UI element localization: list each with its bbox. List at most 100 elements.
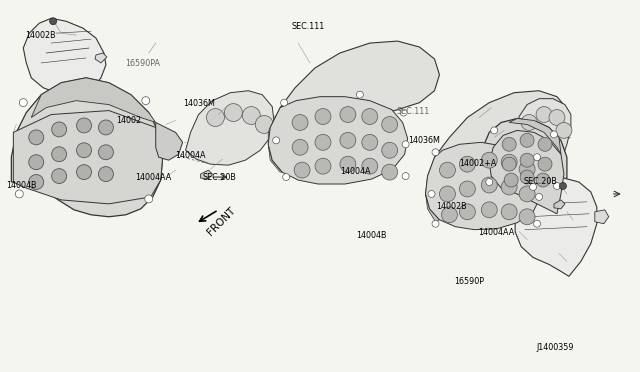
Text: SEC.20B: SEC.20B <box>202 173 236 182</box>
Circle shape <box>381 116 397 132</box>
Text: 14002B: 14002B <box>26 31 56 40</box>
Text: SEC.111: SEC.111 <box>291 22 324 31</box>
Circle shape <box>491 127 498 134</box>
Text: 14004AA: 14004AA <box>135 173 172 182</box>
Circle shape <box>559 183 566 189</box>
Circle shape <box>99 120 113 135</box>
Circle shape <box>29 155 44 170</box>
Text: 14004A: 14004A <box>175 151 205 160</box>
Polygon shape <box>186 91 274 165</box>
Circle shape <box>292 115 308 131</box>
Text: 14004A: 14004A <box>340 167 371 176</box>
Circle shape <box>432 149 439 156</box>
Circle shape <box>315 109 331 125</box>
Text: 14004B: 14004B <box>356 231 386 240</box>
Circle shape <box>52 169 67 183</box>
Circle shape <box>538 157 552 171</box>
Circle shape <box>294 162 310 178</box>
Circle shape <box>362 134 378 150</box>
Circle shape <box>29 130 44 145</box>
Circle shape <box>225 104 243 122</box>
Circle shape <box>292 140 308 155</box>
Circle shape <box>356 91 364 98</box>
Circle shape <box>501 179 517 195</box>
Polygon shape <box>268 97 408 184</box>
Circle shape <box>281 99 287 106</box>
Circle shape <box>460 181 476 197</box>
Circle shape <box>315 158 331 174</box>
Circle shape <box>534 220 541 227</box>
Circle shape <box>402 173 409 180</box>
Circle shape <box>255 116 273 134</box>
Circle shape <box>536 173 550 187</box>
Circle shape <box>50 18 57 25</box>
Circle shape <box>77 165 92 180</box>
Circle shape <box>99 145 113 160</box>
Text: 16590PA: 16590PA <box>125 59 161 68</box>
Circle shape <box>362 158 378 174</box>
Circle shape <box>402 141 409 148</box>
Circle shape <box>520 153 534 167</box>
Circle shape <box>340 132 356 148</box>
Circle shape <box>556 122 572 138</box>
Circle shape <box>554 183 561 189</box>
Circle shape <box>529 183 536 190</box>
Circle shape <box>460 156 476 172</box>
Circle shape <box>381 164 397 180</box>
Circle shape <box>534 154 541 161</box>
Circle shape <box>52 122 67 137</box>
Circle shape <box>29 174 44 189</box>
Text: FRONT: FRONT <box>205 206 237 238</box>
Circle shape <box>501 154 517 170</box>
Polygon shape <box>435 91 567 157</box>
Circle shape <box>481 177 497 193</box>
Circle shape <box>142 97 150 105</box>
Circle shape <box>273 137 280 144</box>
Circle shape <box>504 173 518 187</box>
Text: 16590P: 16590P <box>454 278 484 286</box>
Circle shape <box>549 110 565 125</box>
Circle shape <box>460 204 476 220</box>
Circle shape <box>550 131 557 138</box>
Circle shape <box>315 134 331 150</box>
Text: J1400359: J1400359 <box>537 343 574 352</box>
Circle shape <box>538 137 552 151</box>
Circle shape <box>52 147 67 162</box>
Polygon shape <box>95 53 107 63</box>
Circle shape <box>243 107 260 125</box>
Polygon shape <box>13 110 163 204</box>
Circle shape <box>77 143 92 158</box>
Polygon shape <box>517 99 571 180</box>
Circle shape <box>481 152 497 168</box>
Circle shape <box>519 186 535 202</box>
Circle shape <box>486 179 493 186</box>
Circle shape <box>362 109 378 125</box>
Circle shape <box>501 204 517 220</box>
Circle shape <box>19 99 28 107</box>
Circle shape <box>340 156 356 172</box>
Polygon shape <box>554 200 565 209</box>
Polygon shape <box>280 41 440 115</box>
Polygon shape <box>509 119 561 154</box>
Circle shape <box>519 161 535 177</box>
Circle shape <box>432 220 439 227</box>
Circle shape <box>536 193 543 201</box>
Circle shape <box>400 109 407 116</box>
Circle shape <box>99 167 113 182</box>
Circle shape <box>536 107 552 122</box>
Circle shape <box>283 174 290 180</box>
Text: 14002B: 14002B <box>436 202 467 211</box>
Circle shape <box>519 209 535 225</box>
Circle shape <box>440 186 456 202</box>
Polygon shape <box>595 210 609 224</box>
Polygon shape <box>23 18 106 95</box>
Polygon shape <box>515 178 596 276</box>
Text: 14036M: 14036M <box>183 99 215 109</box>
Circle shape <box>207 109 225 126</box>
Circle shape <box>502 137 516 151</box>
Polygon shape <box>200 170 212 179</box>
Circle shape <box>77 118 92 133</box>
Circle shape <box>481 202 497 218</box>
Circle shape <box>502 157 516 171</box>
Text: 14002+A: 14002+A <box>459 158 496 167</box>
